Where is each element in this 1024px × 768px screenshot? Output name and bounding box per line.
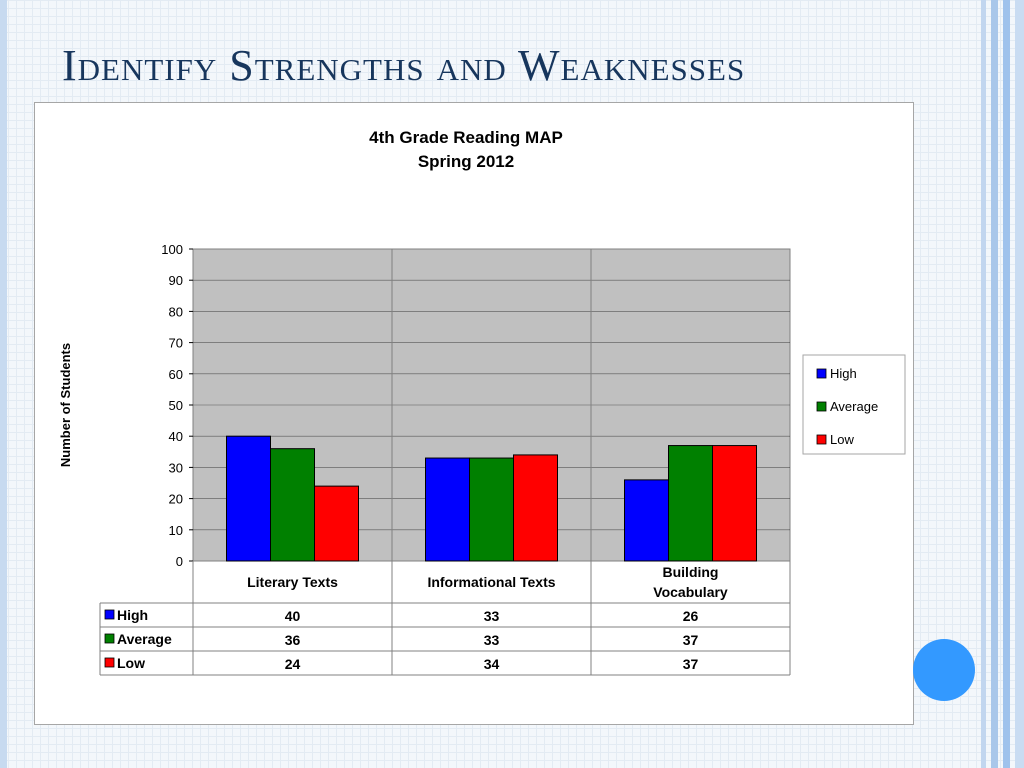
- y-tick-label: 50: [169, 398, 183, 413]
- bar-average: [469, 457, 514, 562]
- left-edge-stripe: [0, 0, 7, 768]
- table-legend-key: [104, 609, 115, 620]
- right-edge-stripe: [1015, 0, 1024, 768]
- table-value: 33: [484, 608, 500, 624]
- y-tick-label: 100: [161, 242, 183, 257]
- table-value: 24: [285, 656, 301, 672]
- table-value: 36: [285, 632, 301, 648]
- table-row-label: Low: [117, 655, 145, 671]
- y-tick-label: 0: [176, 554, 183, 569]
- table-value: 33: [484, 632, 500, 648]
- bar-high: [624, 479, 669, 562]
- bar-low: [712, 445, 757, 562]
- y-tick-label: 60: [169, 367, 183, 382]
- bar-average: [270, 448, 315, 562]
- y-tick-label: 80: [169, 304, 183, 319]
- category-label: Building: [663, 564, 719, 580]
- right-edge-stripe: [1003, 0, 1010, 768]
- y-tick-label: 70: [169, 336, 183, 351]
- table-value: 37: [683, 632, 699, 648]
- y-tick-label: 90: [169, 273, 183, 288]
- chart-svg: 4th Grade Reading MAP Spring 2012 0 10 20 30 4…: [58, 128, 906, 676]
- table-value: 40: [285, 608, 301, 624]
- category-label: Vocabulary: [653, 584, 728, 600]
- y-tick-label: 10: [169, 523, 183, 538]
- category-label: Literary Texts: [247, 574, 338, 590]
- y-tick-label: 40: [169, 429, 183, 444]
- legend-key: [816, 401, 827, 412]
- table-value: 34: [484, 656, 500, 672]
- legend-label: Low: [830, 432, 854, 447]
- chart-frame: 4th Grade Reading MAP Spring 2012 0 10 20 30 4…: [34, 102, 914, 725]
- legend-key: [816, 434, 827, 445]
- bar-low: [314, 485, 359, 562]
- y-tick-label: 30: [169, 460, 183, 475]
- chart-title: 4th Grade Reading MAP: [369, 128, 563, 147]
- y-tick-label: 20: [169, 492, 183, 507]
- category-label: Informational Texts: [427, 574, 555, 590]
- table-row-label: High: [117, 607, 148, 623]
- right-edge-stripe: [991, 0, 998, 768]
- legend-label: Average: [830, 399, 878, 414]
- table-legend-key: [104, 633, 115, 644]
- chart-subtitle: Spring 2012: [418, 152, 514, 171]
- bar-high: [226, 435, 271, 562]
- decorative-circle: [913, 639, 975, 701]
- right-edge-stripe: [981, 0, 986, 768]
- table-row-label: Average: [117, 631, 172, 647]
- bar-high: [425, 457, 470, 562]
- table-value: 37: [683, 656, 699, 672]
- legend-label: High: [830, 366, 857, 381]
- table-value: 26: [683, 608, 699, 624]
- legend-key: [816, 368, 827, 379]
- slide-title: Identify Strengths and Weaknesses: [62, 41, 746, 90]
- table-legend-key: [104, 657, 115, 668]
- bar-average: [668, 445, 713, 562]
- y-axis-title: Number of Students: [58, 343, 73, 467]
- bar-low: [513, 454, 558, 562]
